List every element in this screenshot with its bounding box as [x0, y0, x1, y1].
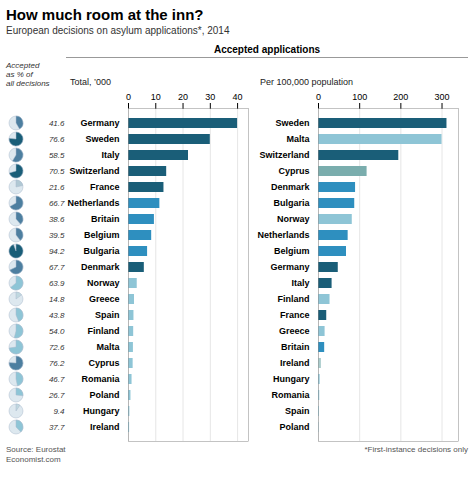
svg-text:10: 10	[151, 92, 161, 102]
svg-text:Poland: Poland	[89, 390, 119, 400]
html-text:How much room at the inn?: How much room at the inn?	[6, 6, 204, 23]
svg-text:Switzerland: Switzerland	[69, 166, 119, 176]
svg-text:Ireland: Ireland	[280, 358, 310, 368]
html-text:Economist.com: Economist.com	[6, 455, 61, 464]
svg-text:Belgium: Belgium	[84, 230, 120, 240]
svg-text:France: France	[90, 182, 120, 192]
svg-text:39.5: 39.5	[49, 231, 65, 240]
svg-text:Ireland: Ireland	[90, 422, 120, 432]
svg-text:Poland: Poland	[279, 422, 309, 432]
svg-text:Hungary: Hungary	[83, 406, 120, 416]
svg-text:Cyprus: Cyprus	[88, 358, 119, 368]
svg-text:Sweden: Sweden	[85, 134, 119, 144]
html-text:European decisions on asylum a: European decisions on asylum application…	[6, 25, 230, 36]
svg-text:Denmark: Denmark	[81, 262, 121, 272]
svg-text:Finland: Finland	[88, 326, 120, 336]
svg-text:100: 100	[352, 92, 367, 102]
html-text:Source: Eurostat: Source: Eurostat	[6, 445, 66, 454]
svg-text:Bulgaria: Bulgaria	[273, 198, 310, 208]
svg-text:Cyprus: Cyprus	[278, 166, 309, 176]
svg-text:72.6: 72.6	[49, 343, 65, 352]
svg-text:Romania: Romania	[271, 390, 310, 400]
svg-text:Finland: Finland	[278, 294, 310, 304]
svg-text:0: 0	[126, 92, 131, 102]
svg-text:Greece: Greece	[89, 294, 120, 304]
svg-text:Malta: Malta	[286, 134, 310, 144]
svg-text:Malta: Malta	[96, 342, 120, 352]
svg-text:46.7: 46.7	[49, 375, 65, 384]
svg-text:54.0: 54.0	[49, 327, 65, 336]
svg-text:Switzerland: Switzerland	[259, 150, 309, 160]
svg-text:300: 300	[435, 92, 450, 102]
svg-text:94.2: 94.2	[49, 247, 65, 256]
svg-text:Spain: Spain	[285, 406, 310, 416]
svg-text:Britain: Britain	[91, 214, 120, 224]
svg-text:38.6: 38.6	[49, 215, 65, 224]
svg-text:66.7: 66.7	[49, 199, 65, 208]
svg-text:Romania: Romania	[81, 374, 120, 384]
svg-text:67.7: 67.7	[49, 263, 65, 272]
svg-text:9.4: 9.4	[53, 407, 65, 416]
svg-text:Denmark: Denmark	[271, 182, 311, 192]
svg-text:Italy: Italy	[101, 150, 119, 160]
svg-text:Bulgaria: Bulgaria	[83, 246, 120, 256]
svg-text:Norway: Norway	[277, 214, 310, 224]
svg-text:76.2: 76.2	[49, 359, 65, 368]
svg-text:43.8: 43.8	[49, 311, 65, 320]
svg-text:Netherlands: Netherlands	[257, 230, 309, 240]
svg-text:30: 30	[205, 92, 215, 102]
svg-text:63.9: 63.9	[49, 279, 65, 288]
svg-text:26.7: 26.7	[48, 391, 65, 400]
svg-text:76.6: 76.6	[49, 135, 65, 144]
svg-text:200: 200	[393, 92, 408, 102]
svg-text:Spain: Spain	[95, 310, 120, 320]
svg-text:Germany: Germany	[80, 118, 119, 128]
html-text:Accepted applications: Accepted applications	[213, 44, 321, 55]
svg-text:Britain: Britain	[281, 342, 310, 352]
svg-text:40: 40	[233, 92, 243, 102]
html-text:Total, ’000: Total, ’000	[70, 77, 111, 87]
svg-text:Belgium: Belgium	[274, 246, 310, 256]
svg-text:58.5: 58.5	[49, 151, 65, 160]
svg-text:Netherlands: Netherlands	[67, 198, 119, 208]
svg-text:Hungary: Hungary	[273, 374, 310, 384]
svg-text:41.6: 41.6	[49, 119, 65, 128]
svg-text:20: 20	[178, 92, 188, 102]
svg-text:Sweden: Sweden	[275, 118, 309, 128]
svg-text:Germany: Germany	[270, 262, 309, 272]
svg-text:21.6: 21.6	[48, 183, 65, 192]
svg-text:Italy: Italy	[291, 278, 309, 288]
svg-text:Greece: Greece	[279, 326, 310, 336]
svg-text:70.5: 70.5	[49, 167, 65, 176]
svg-text:14.8: 14.8	[49, 295, 65, 304]
svg-text:France: France	[280, 310, 310, 320]
svg-text:37.7: 37.7	[49, 423, 65, 432]
html-text:Accepted as % of all decisions: Accepted as % of all decisions	[6, 61, 50, 88]
svg-text:Norway: Norway	[87, 278, 120, 288]
html-text:Per 100,000 population: Per 100,000 population	[260, 77, 354, 87]
svg-text:0: 0	[316, 92, 321, 102]
html-text:*First-instance decisions only: *First-instance decisions only	[364, 445, 468, 454]
